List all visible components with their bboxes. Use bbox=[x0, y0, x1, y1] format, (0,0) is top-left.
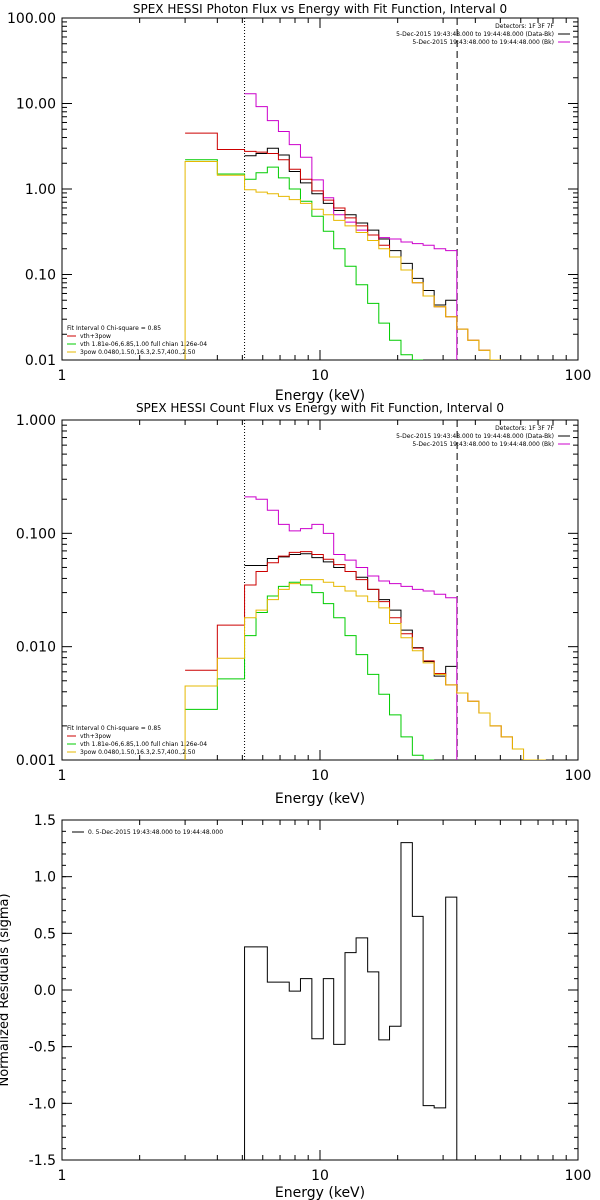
series-group bbox=[244, 842, 458, 1160]
series-background-line bbox=[244, 496, 458, 760]
info-line: Detectors: 1F 3F 7F bbox=[495, 425, 554, 432]
series-model-thermal-line bbox=[185, 159, 424, 360]
panel-2-title: SPEX HESSI Count Flux vs Energy with Fit… bbox=[136, 401, 504, 415]
photon-flux-panel: SPEX HESSI Photon Flux vs Energy with Fi… bbox=[7, 2, 591, 404]
x-tick-label: 10 bbox=[311, 768, 329, 784]
y-tick-label: 0.5 bbox=[34, 926, 56, 942]
series-residuals-line bbox=[244, 842, 458, 1160]
series-data-line bbox=[244, 147, 457, 306]
info-line: 5-Dec-2015 19:43:48.000 to 19:44:48.000 … bbox=[396, 31, 554, 38]
legend-entry: vth 1.81e-06,6.85,1.00 full chian 1.26e-… bbox=[80, 741, 207, 748]
x-tick-label: 10 bbox=[311, 1168, 329, 1184]
series-model-powerlaw-line bbox=[184, 160, 502, 360]
y-tick-label: 1.00 bbox=[25, 182, 56, 198]
legend-header: Fit Interval 0 Chi-square = 0.85 bbox=[67, 325, 161, 332]
y-tick-label: 100.00 bbox=[7, 11, 56, 27]
legend-entry: 3pow 0.0480,1.50,16.3,2.57,400.,2.50 bbox=[80, 749, 196, 756]
panel-3-ylabel: Normalized Residuals (sigma) bbox=[0, 893, 12, 1086]
y-tick-label: 0.0 bbox=[34, 983, 56, 999]
legend-header: Fit Interval 0 Chi-square = 0.85 bbox=[67, 725, 161, 732]
info-line: 5-Dec-2015 19:43:48.000 to 19:44:48.000 … bbox=[412, 39, 554, 46]
y-tick-label: 0.10 bbox=[25, 268, 56, 284]
info-line: Detectors: 1F 3F 7F bbox=[495, 23, 554, 30]
x-tick-label: 100 bbox=[565, 1168, 592, 1184]
info-line: 5-Dec-2015 19:43:48.000 to 19:44:48.000 … bbox=[412, 441, 554, 448]
info-line: 5-Dec-2015 19:43:48.000 to 19:44:48.000 … bbox=[396, 433, 554, 440]
y-tick-label: 1.000 bbox=[16, 413, 56, 429]
legend-entry: 0. 5-Dec-2015 19:43:48.000 to 19:44:48.0… bbox=[88, 829, 223, 836]
legend-entry: vth+3pow bbox=[80, 733, 111, 740]
panel-1-title: SPEX HESSI Photon Flux vs Energy with Fi… bbox=[133, 2, 507, 16]
y-tick-label: 1.5 bbox=[34, 813, 56, 829]
legend-entry: vth+3pow bbox=[80, 333, 111, 340]
y-tick-label: 1.0 bbox=[34, 870, 56, 886]
series-model-thermal-line bbox=[185, 581, 435, 760]
series-group bbox=[184, 496, 546, 760]
x-tick-label: 1 bbox=[58, 1168, 67, 1184]
residuals-panel: Normalized Residuals (sigma) Energy (keV… bbox=[0, 813, 591, 1200]
x-tick-label: 1 bbox=[58, 768, 67, 784]
series-model-powerlaw-line bbox=[184, 579, 546, 760]
count-flux-panel: SPEX HESSI Count Flux vs Energy with Fit… bbox=[16, 401, 591, 807]
legend-entry: 3pow 0.0480,1.50,16.3,2.57,400.,2.50 bbox=[80, 349, 196, 356]
series-group bbox=[184, 93, 502, 360]
panel-2-xlabel: Energy (keV) bbox=[275, 791, 365, 807]
y-tick-label: -1.5 bbox=[29, 1153, 56, 1169]
y-tick-label: -1.0 bbox=[29, 1096, 56, 1112]
y-tick-label: 0.010 bbox=[16, 640, 56, 656]
y-tick-label: 0.01 bbox=[25, 353, 56, 369]
panel-3-xlabel: Energy (keV) bbox=[275, 1185, 365, 1200]
panel-1-xlabel: Energy (keV) bbox=[275, 388, 365, 404]
x-tick-label: 1 bbox=[58, 368, 67, 384]
legend-entry: vth 1.81e-06,6.85,1.00 full chian 1.26e-… bbox=[80, 341, 207, 348]
x-tick-label: 100 bbox=[565, 368, 592, 384]
x-tick-label: 100 bbox=[565, 768, 592, 784]
y-tick-label: 0.001 bbox=[16, 753, 56, 769]
x-tick-label: 10 bbox=[311, 368, 329, 384]
y-tick-label: 0.100 bbox=[16, 526, 56, 542]
y-tick-label: -0.5 bbox=[29, 1040, 56, 1056]
y-tick-label: 10.00 bbox=[16, 97, 56, 113]
